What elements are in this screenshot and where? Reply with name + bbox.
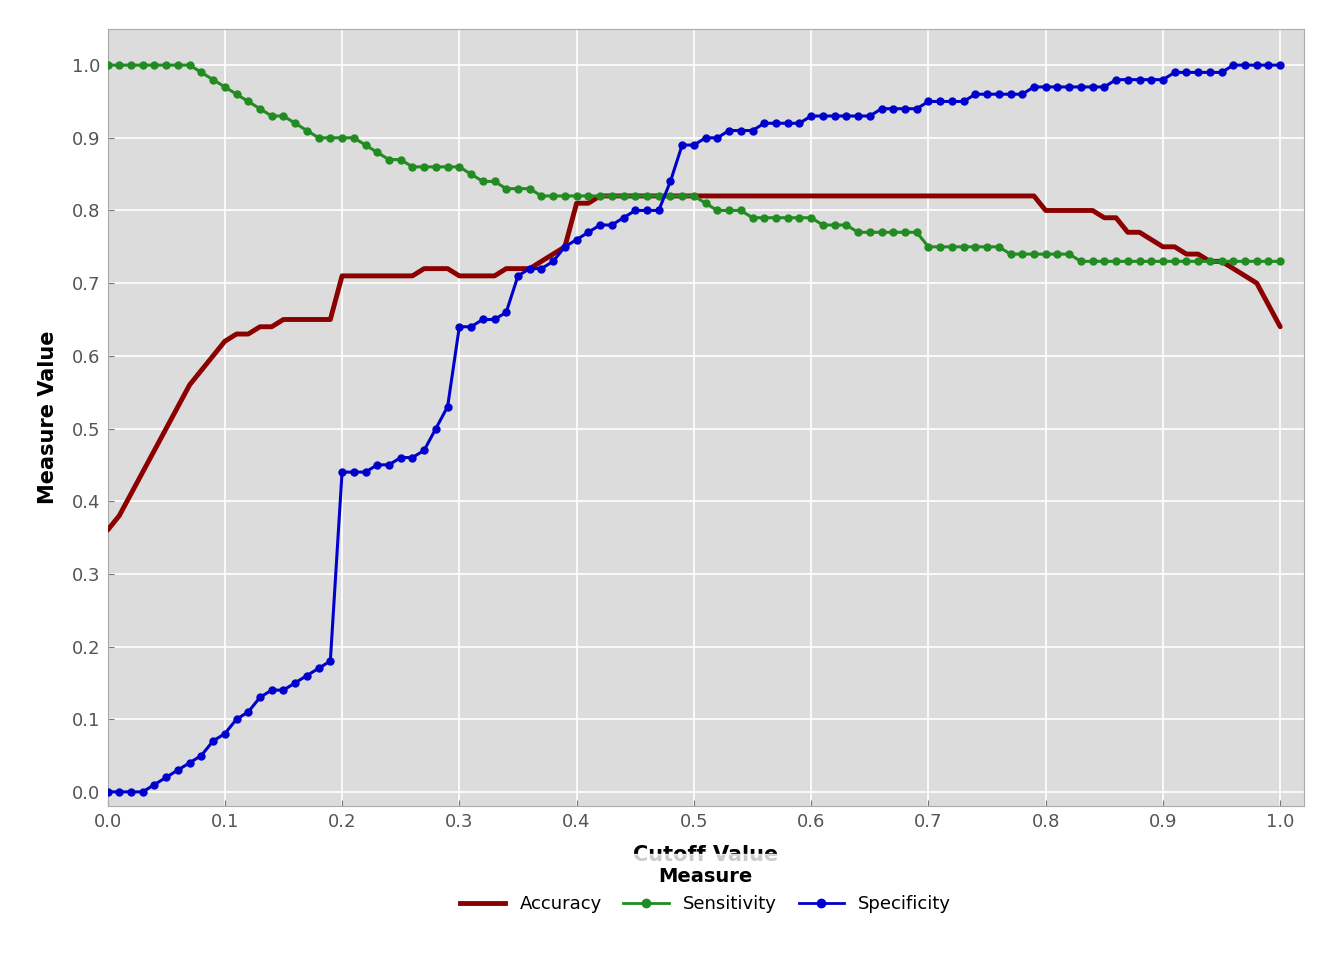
X-axis label: Cutoff Value: Cutoff Value	[633, 845, 778, 865]
Legend: Accuracy, Sensitivity, Specificity: Accuracy, Sensitivity, Specificity	[448, 854, 964, 925]
Y-axis label: Measure Value: Measure Value	[38, 331, 58, 504]
